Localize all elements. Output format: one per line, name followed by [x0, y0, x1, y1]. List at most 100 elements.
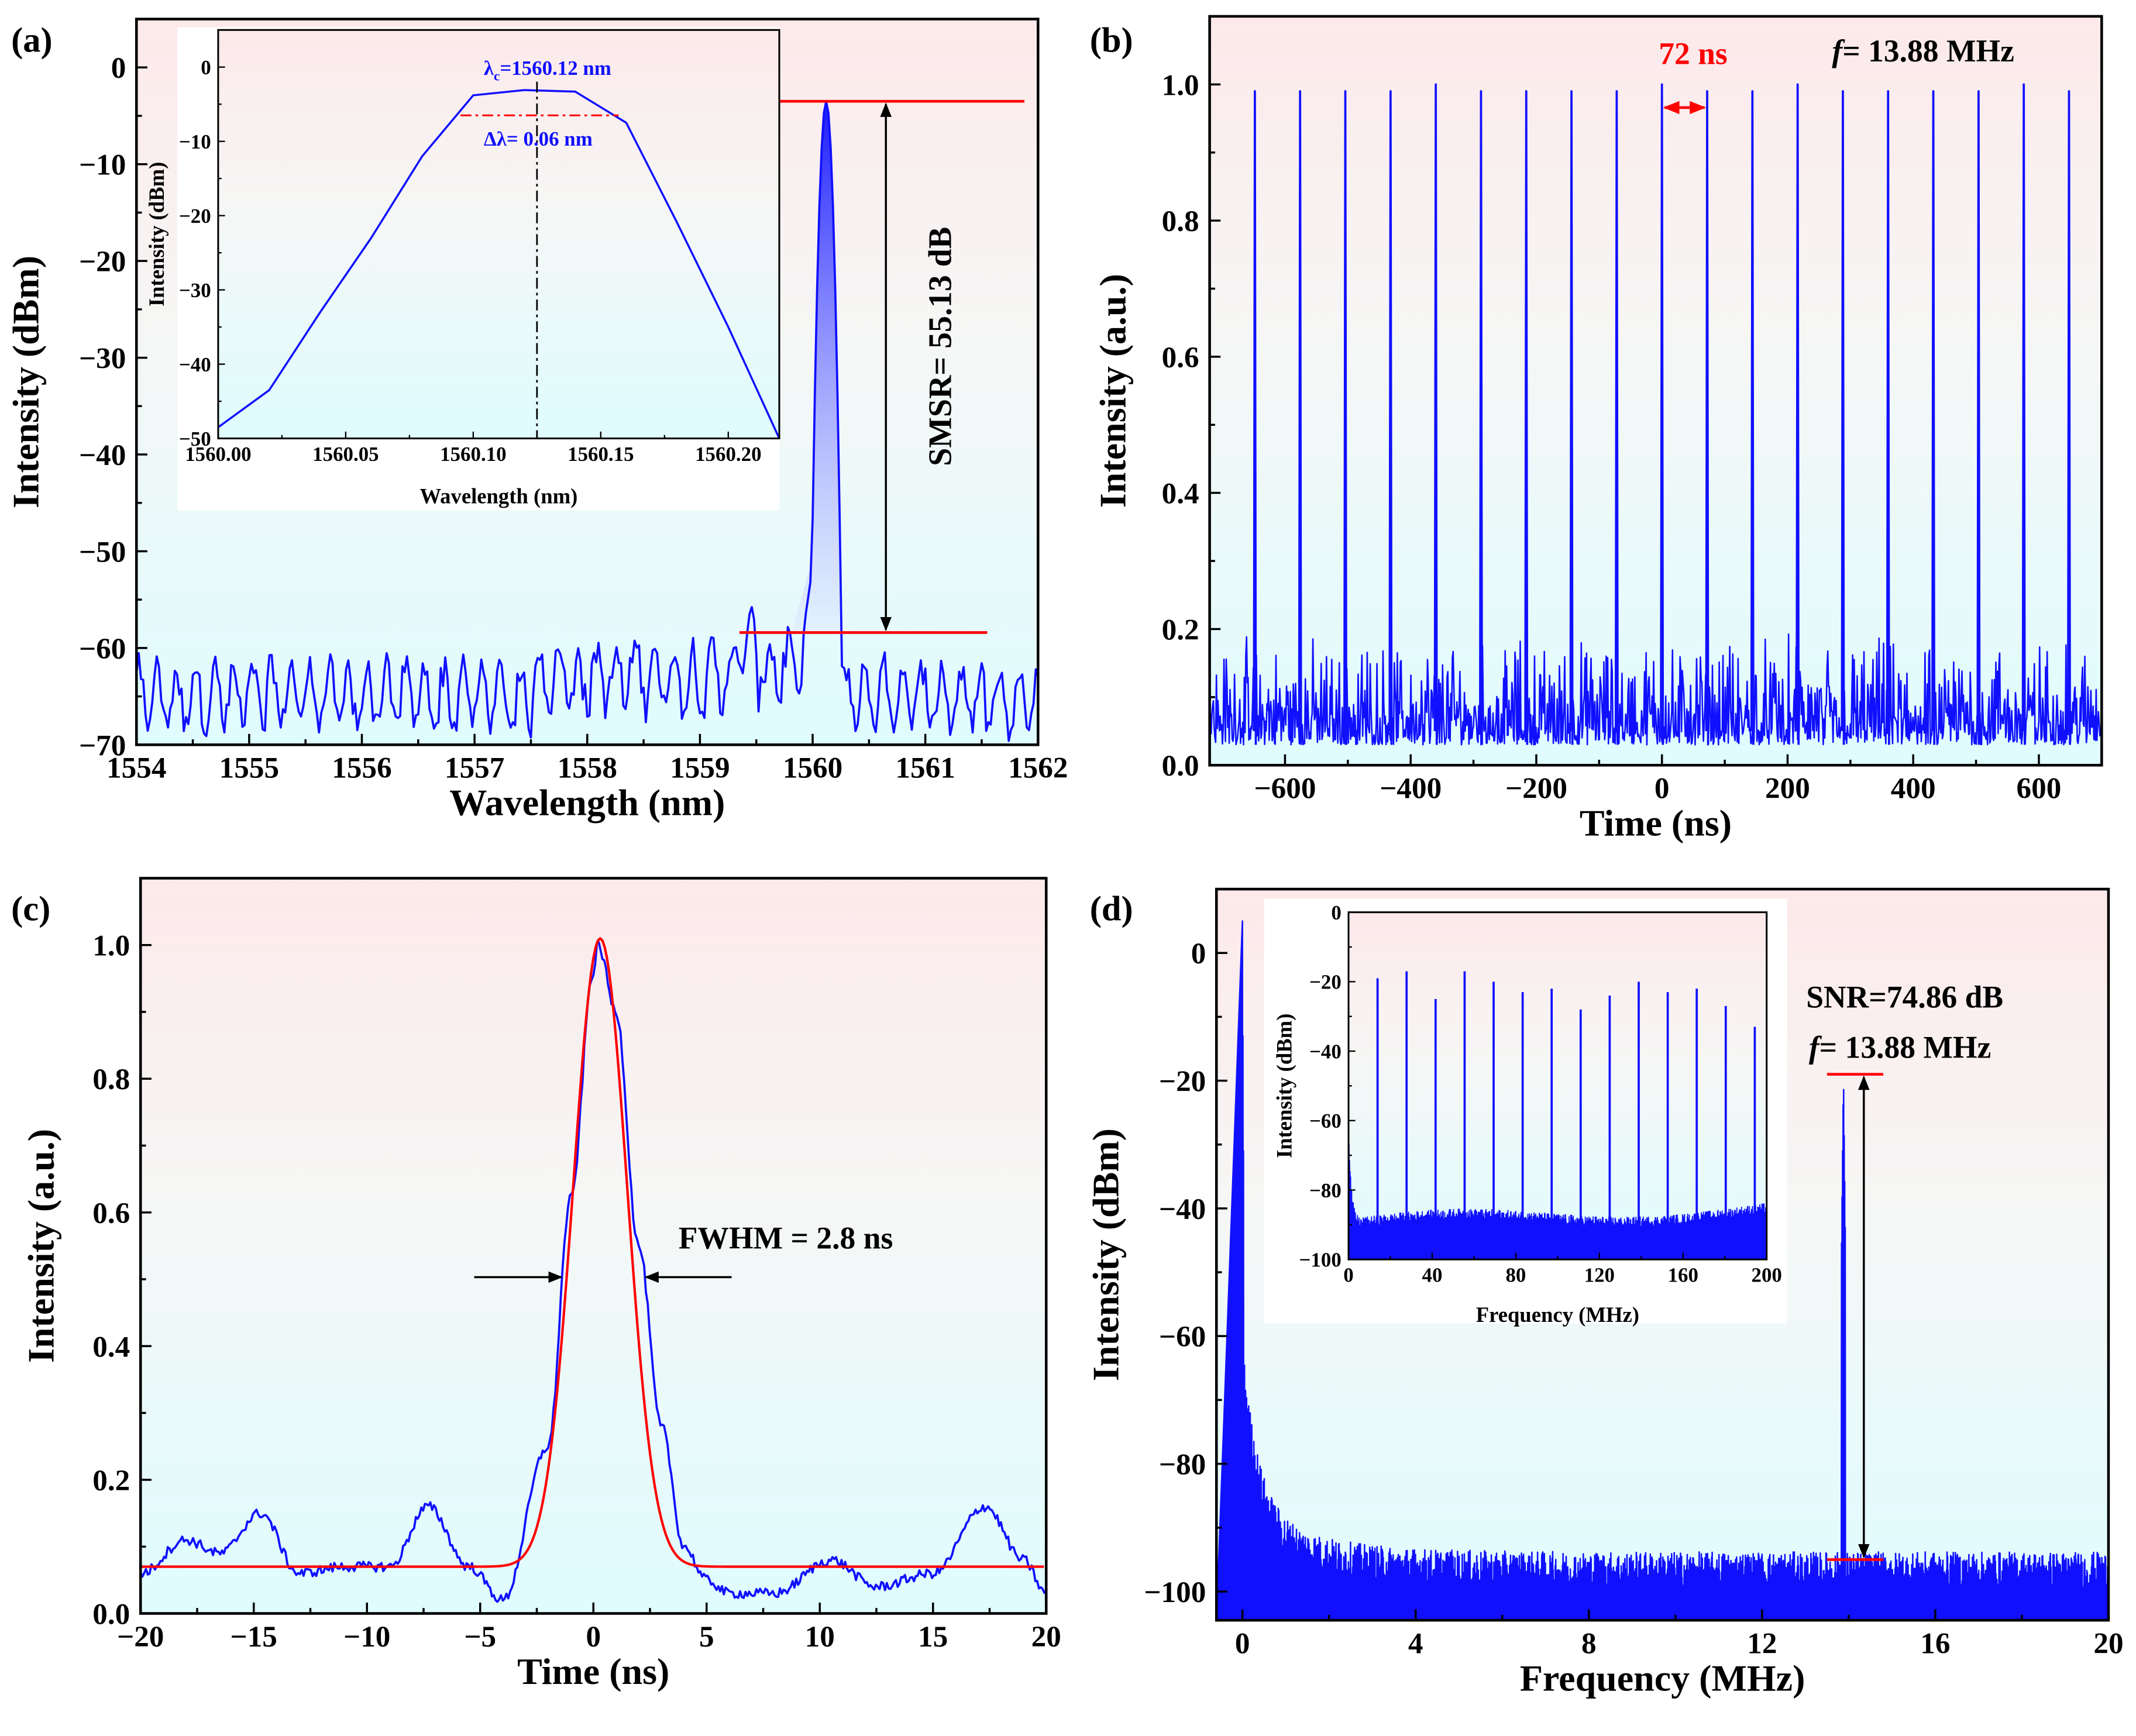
y-tick-label: −20 [1309, 971, 1342, 994]
panel-c: −20 −15 −10 −5 0 5 10 15 20 0.0 0.2 0.4 0.6 0.8 1.0 Tim… [20, 877, 1061, 1692]
y-tick-label: −80 [1309, 1179, 1342, 1202]
x-axis-label: Time (ns) [517, 1651, 669, 1692]
x-tick-label: 1561 [895, 752, 955, 785]
noise-trace [1209, 633, 2102, 746]
x-axis-label: Wavelength (nm) [449, 782, 725, 824]
axes-frame [139, 877, 1048, 1615]
x-tick-label: 0 [1655, 772, 1670, 805]
y-tick-label: 0.4 [92, 1330, 130, 1363]
x-tick-label: 1562 [1008, 752, 1068, 785]
y-tick-label: −20 [79, 245, 126, 278]
plot-background [140, 878, 1047, 1614]
y-tick-label: 0 [1191, 937, 1206, 970]
y-tick-label: 0.2 [1162, 613, 1199, 646]
y-tick-label: −60 [79, 632, 126, 666]
x-tick-label: 5 [699, 1620, 714, 1654]
x-tick-label: 1558 [558, 752, 617, 785]
linewidth-label: Δλ= 0.06 nm [484, 128, 593, 150]
y-tick-label: 0.8 [1162, 205, 1199, 238]
plot-area [1349, 971, 1767, 1260]
pulse [1433, 83, 1438, 745]
x-tick-label: −15 [231, 1620, 277, 1654]
x-tick-label: 1560.15 [567, 443, 634, 466]
y-tick-label: 0.6 [1162, 341, 1199, 374]
y-tick-label: −70 [79, 729, 126, 762]
plot-background [1209, 16, 2102, 766]
y-tick-label: 0.6 [92, 1197, 130, 1230]
x-tick-label: 1560.05 [312, 443, 379, 466]
plot-background [218, 30, 779, 439]
pulse [1750, 90, 1755, 745]
frequency-value: = 13.88 MHz [1842, 33, 2014, 68]
x-tick-label: 600 [2017, 772, 2062, 805]
x-axis-label: Time (ns) [1580, 802, 1732, 844]
plot-area [136, 100, 1038, 742]
x-tick-label: 1560 [783, 752, 842, 785]
y-tick-label: −50 [179, 428, 211, 450]
y-tick-label: 0.4 [1162, 477, 1199, 511]
y-tick-label: −60 [1309, 1110, 1342, 1132]
inset-d: 0 40 80 120 160 200 0 −20 −40 −60 −80 −100 Frequency… [1272, 901, 1782, 1327]
panel-label: (a) [11, 20, 53, 60]
panel-label: (b) [1090, 20, 1133, 60]
y-tick-label: 0 [1331, 901, 1341, 924]
x-tick-label: 200 [1765, 772, 1810, 805]
x-tick-label: 20 [1031, 1620, 1061, 1654]
x-tick-label: −20 [117, 1620, 164, 1654]
y-tick-label: 0 [201, 56, 211, 79]
x-tick-label: −600 [1254, 772, 1316, 805]
f-symbol: f [1832, 33, 1845, 68]
y-tick-label: −40 [79, 439, 126, 472]
x-tick-label: 1559 [670, 752, 730, 785]
pulse [2067, 90, 2071, 745]
y-axis-label: Intensity (dBm) [1272, 1014, 1296, 1158]
x-tick-label: −5 [464, 1620, 496, 1654]
x-tick-label: 1554 [106, 752, 166, 785]
y-tick-label: −20 [179, 205, 211, 228]
pulse [1796, 83, 1800, 745]
x-tick-label: 40 [1422, 1264, 1443, 1287]
x-tick-label: 160 [1668, 1264, 1698, 1287]
x-tick-label: 1560.10 [440, 443, 506, 466]
y-tick-label: −20 [1159, 1065, 1206, 1098]
x-tick-label: 1556 [332, 752, 391, 785]
axes-frame [1215, 887, 2110, 1622]
y-axis-label: Intensity (dBm) [145, 162, 168, 306]
x-axis-label: Wavelength (nm) [420, 484, 578, 508]
x-axis-label: Frequency (MHz) [1476, 1303, 1639, 1327]
pulse [1614, 90, 1619, 745]
frequency-label: f= 13.88 MHz [1809, 1030, 1991, 1065]
center-wavelength-label: λc=1560.12 nm [484, 57, 611, 84]
pulse [1343, 90, 1348, 745]
y-axis-label: Intensity (a.u.) [1092, 274, 1133, 508]
pulse [1569, 90, 1574, 745]
y-tick-label: 0.8 [92, 1063, 130, 1096]
pulse [1931, 90, 1936, 745]
x-tick-label: 12 [1747, 1627, 1777, 1660]
pulse [1976, 90, 1981, 745]
x-tick-label: −400 [1380, 772, 1442, 805]
y-tick-label: −40 [1309, 1040, 1342, 1063]
y-tick-label: 0.0 [1162, 749, 1199, 783]
y-tick-label: −30 [79, 342, 126, 376]
pulse [1886, 90, 1890, 745]
pulse [1660, 83, 1664, 745]
pulse [2021, 83, 2026, 745]
frequency-value: = 13.88 MHz [1819, 1030, 1991, 1065]
snr-annotation: SNR=74.86 dB [1806, 980, 2003, 1015]
x-tick-label: 200 [1752, 1264, 1782, 1287]
gaussian-fit-line [140, 937, 1044, 1568]
value: =1560.12 nm [500, 57, 611, 80]
panel-label: (c) [11, 890, 50, 929]
y-axis-label: Intensity (dBm) [1085, 1128, 1127, 1381]
y-tick-label: 0 [111, 51, 126, 85]
spectrum-line [136, 100, 1038, 742]
x-tick-label: 1560.20 [695, 443, 761, 466]
x-tick-label: 4 [1408, 1627, 1423, 1660]
rf-spectrum [1216, 920, 2109, 1621]
y-tick-label: 0.0 [92, 1597, 130, 1631]
x-tick-label: 20 [2093, 1627, 2123, 1660]
y-tick-label: −50 [79, 535, 126, 569]
plot-area [140, 937, 1047, 1603]
pulse [1298, 90, 1302, 745]
